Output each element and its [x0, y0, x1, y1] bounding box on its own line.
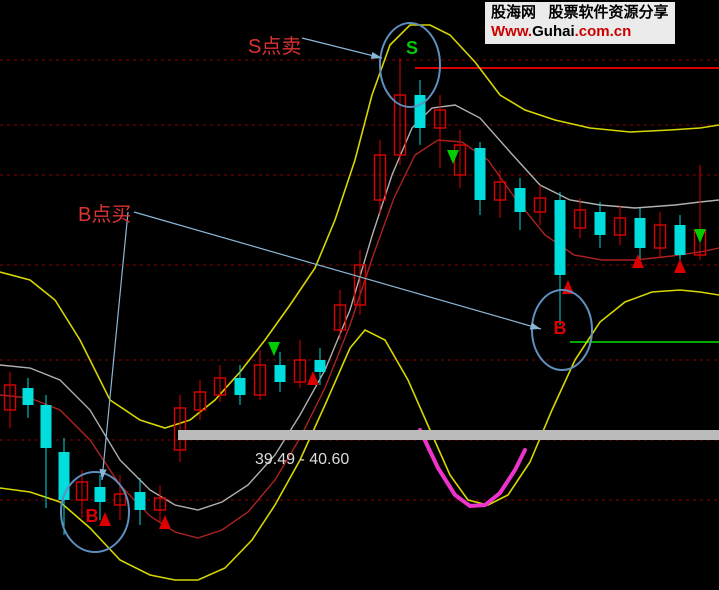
watermark: 股海网 股票软件资源分享 Www.Guhai.com.cn	[485, 2, 675, 44]
gray-horizontal-bar	[178, 430, 719, 440]
svg-text:S: S	[406, 38, 418, 58]
buy-annotation: B点买	[78, 198, 131, 227]
watermark-url: Www.Guhai.com.cn	[491, 23, 631, 40]
watermark-site: 股海网	[491, 4, 536, 21]
chart-canvas: S B B	[0, 0, 719, 590]
price-range-label: 39.49 - 40.60	[255, 451, 349, 469]
stock-chart: { "canvas": { "width": 719, "height": 59…	[0, 0, 719, 590]
sell-annotation: S点卖	[248, 30, 301, 59]
svg-text:B: B	[554, 318, 567, 338]
svg-text:B: B	[86, 506, 99, 526]
watermark-tagline: 股票软件资源分享	[549, 4, 669, 21]
